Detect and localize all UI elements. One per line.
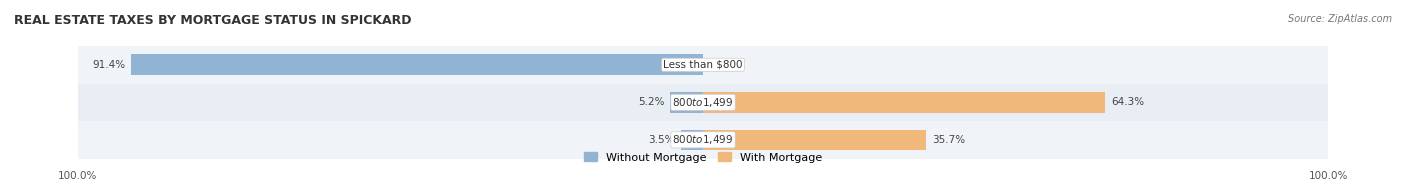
Bar — [77, 83, 1329, 121]
Text: REAL ESTATE TAXES BY MORTGAGE STATUS IN SPICKARD: REAL ESTATE TAXES BY MORTGAGE STATUS IN … — [14, 14, 412, 27]
Text: 5.2%: 5.2% — [638, 97, 664, 107]
Text: 35.7%: 35.7% — [932, 135, 966, 145]
Bar — [681, 130, 703, 150]
Text: Source: ZipAtlas.com: Source: ZipAtlas.com — [1288, 14, 1392, 24]
Bar — [77, 46, 1329, 83]
Bar — [671, 92, 703, 113]
Bar — [703, 92, 1105, 113]
Text: 3.5%: 3.5% — [648, 135, 675, 145]
Bar — [77, 121, 1329, 159]
Text: 91.4%: 91.4% — [91, 60, 125, 70]
Text: $800 to $1,499: $800 to $1,499 — [672, 96, 734, 109]
Bar — [131, 54, 703, 75]
Text: $800 to $1,499: $800 to $1,499 — [672, 133, 734, 146]
Bar — [703, 130, 927, 150]
Text: 64.3%: 64.3% — [1111, 97, 1144, 107]
Text: Less than $800: Less than $800 — [664, 60, 742, 70]
Legend: Without Mortgage, With Mortgage: Without Mortgage, With Mortgage — [579, 148, 827, 167]
